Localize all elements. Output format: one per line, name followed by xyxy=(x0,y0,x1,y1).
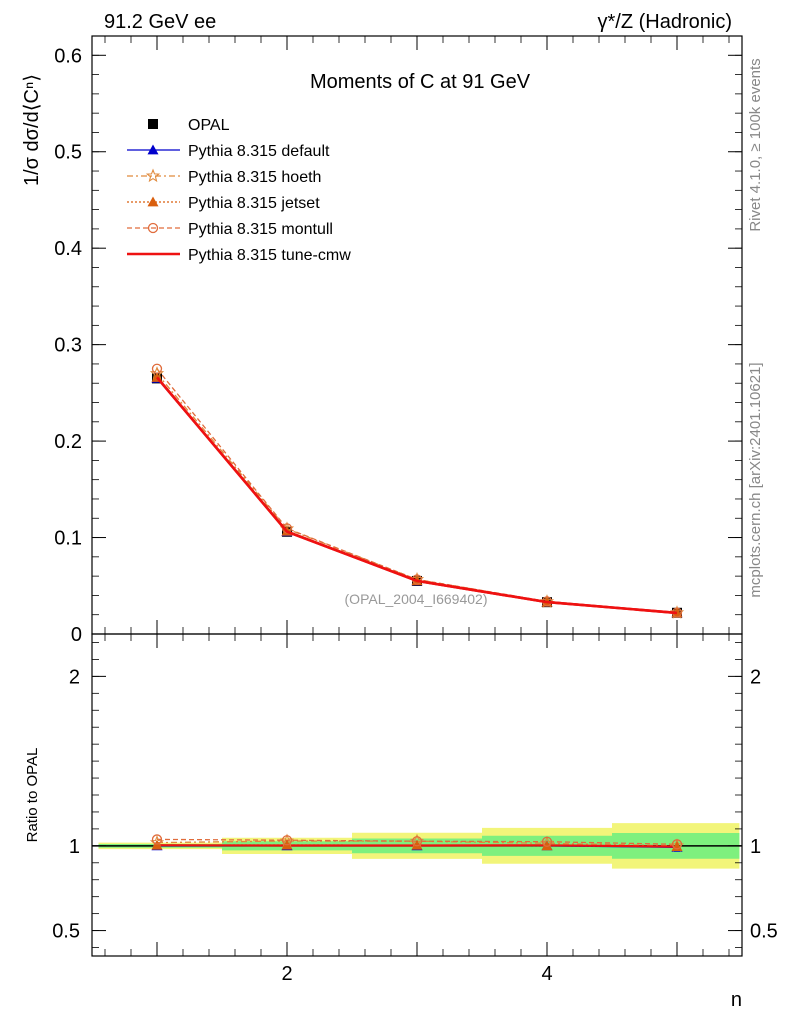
legend-marker-4 xyxy=(147,222,159,234)
legend-label-0: OPAL xyxy=(188,117,230,134)
ratio-line-1 xyxy=(156,840,678,847)
main-plot-panel: 0 0.1 0.2 0.3 0.4 0.5 0.6 xyxy=(54,35,743,646)
beam-energy-label: 91.2 GeV ee xyxy=(104,11,216,33)
legend-label-2: Pythia 8.315 hoeth xyxy=(188,169,321,186)
ratio-marker-2 xyxy=(541,840,553,851)
y-tick-label: 0.1 xyxy=(54,528,82,550)
ratio-tick-label: 1 xyxy=(69,836,80,858)
ratio-marker-3 xyxy=(151,834,163,845)
x-tick-label: 4 xyxy=(541,963,552,985)
rivet-version-label: Rivet 4.1.0, ≥ 100k events xyxy=(747,58,764,231)
legend-marker-2 xyxy=(145,168,161,183)
x-tick-label: 2 xyxy=(281,963,292,985)
legend-label-5: Pythia 8.315 tune-cmw xyxy=(188,247,351,264)
ratio-marker-3 xyxy=(411,836,423,847)
chart-title: Moments of C at 91 GeV xyxy=(310,71,531,93)
legend-marker-3 xyxy=(147,196,159,207)
x-axis-label: n xyxy=(731,989,742,1011)
ratio-marker-2 xyxy=(411,839,423,850)
y-tick-label: 0.5 xyxy=(54,142,82,164)
y-tick-label: 0 xyxy=(71,624,82,646)
mcplots-label: mcplots.cern.ch [arXiv:2401.10621] xyxy=(747,362,764,597)
ratio-frame xyxy=(91,633,743,957)
legend: OPAL Pythia 8.315 default Pythia 8.315 hoe… xyxy=(127,117,351,264)
ratio-marker-2 xyxy=(151,839,163,850)
series-line-top xyxy=(156,376,678,615)
legend-marker-0 xyxy=(148,119,158,129)
ratio-plot-panel: 2 4 0.5 0.5 1 1 2 2 xyxy=(52,633,778,985)
legend-marker-1 xyxy=(147,144,159,155)
y-tick-label: 0.2 xyxy=(54,431,82,453)
y-tick-label: 0.3 xyxy=(54,335,82,357)
ratio-tick-label-right: 0.5 xyxy=(750,921,778,943)
ratio-marker-3 xyxy=(541,836,553,847)
legend-label-1: Pythia 8.315 default xyxy=(188,143,330,160)
series-line-1 xyxy=(156,373,678,614)
ratio-tick-label: 2 xyxy=(69,666,80,688)
ratio-tick-label-right: 1 xyxy=(750,836,761,858)
series-marker-3 xyxy=(151,363,163,374)
ratio-tick-label-right: 2 xyxy=(750,666,761,688)
y-axis-label: 1/σ dσ/d⟨Cⁿ⟩ xyxy=(21,74,43,186)
legend-label-4: Pythia 8.315 montull xyxy=(188,221,333,238)
y-tick-label: 0.6 xyxy=(54,45,82,67)
process-label: γ*/Z (Hadronic) xyxy=(598,11,732,33)
y-tick-label: 0.4 xyxy=(54,238,82,260)
ratio-marker-3 xyxy=(671,839,683,850)
legend-label-3: Pythia 8.315 jetset xyxy=(188,195,320,212)
ratio-marker-3 xyxy=(281,835,293,846)
analysis-tag: (OPAL_2004_I669402) xyxy=(345,591,488,607)
ratio-tick-label: 0.5 xyxy=(52,921,80,943)
ratio-y-axis-label: Ratio to OPAL xyxy=(24,748,41,843)
